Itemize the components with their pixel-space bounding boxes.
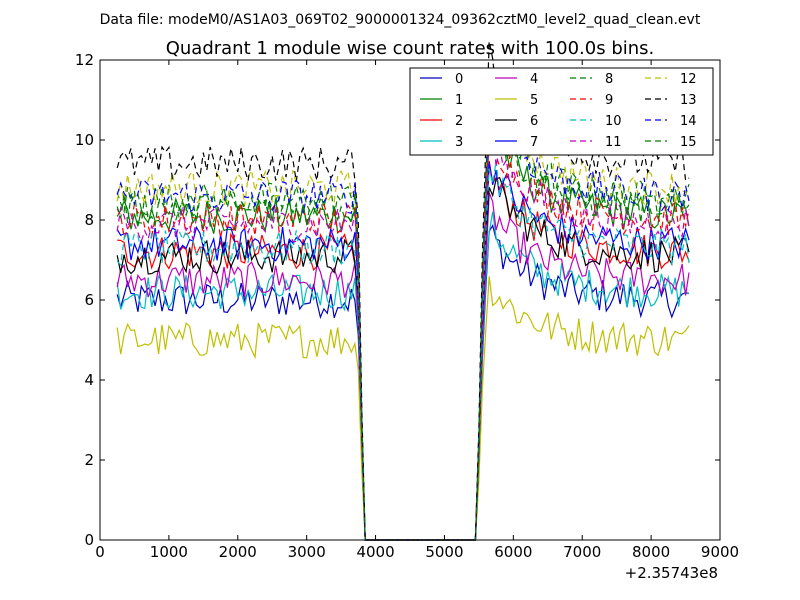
legend-label-6: 6 bbox=[530, 114, 538, 129]
legend-label-3: 3 bbox=[455, 135, 463, 150]
series-line-12 bbox=[116, 88, 690, 541]
x-tick-label: 3000 bbox=[288, 543, 326, 561]
legend-label-5: 5 bbox=[530, 93, 538, 108]
y-tick-label: 2 bbox=[84, 451, 94, 469]
x-tick-label: 2000 bbox=[219, 543, 257, 561]
legend-label-8: 8 bbox=[605, 72, 613, 87]
y-tick-label: 12 bbox=[75, 51, 94, 69]
legend-label-4: 4 bbox=[530, 72, 538, 87]
legend-label-14: 14 bbox=[680, 114, 697, 129]
suptitle: Data file: modeM0/AS1A03_069T02_90000013… bbox=[100, 12, 701, 28]
legend-label-11: 11 bbox=[605, 135, 622, 150]
y-tick-label: 4 bbox=[84, 371, 94, 389]
x-tick-label: 7000 bbox=[563, 543, 601, 561]
x-tick-label: 1000 bbox=[150, 543, 188, 561]
y-tick-label: 8 bbox=[84, 211, 94, 229]
legend-box bbox=[409, 67, 714, 156]
legend-label-7: 7 bbox=[530, 135, 538, 150]
legend-label-9: 9 bbox=[605, 93, 613, 108]
legend-label-1: 1 bbox=[455, 93, 463, 108]
y-tick-label: 10 bbox=[75, 131, 94, 149]
legend-label-12: 12 bbox=[680, 72, 697, 87]
x-tick-label: 9000 bbox=[701, 543, 739, 561]
x-tick-label: 0 bbox=[95, 543, 105, 561]
x-tick-label: 4000 bbox=[356, 543, 394, 561]
y-tick-label: 0 bbox=[84, 531, 94, 549]
y-tick-label: 6 bbox=[84, 291, 94, 309]
x-tick-label: 6000 bbox=[494, 543, 532, 561]
x-tick-label: 5000 bbox=[425, 543, 463, 561]
legend-label-0: 0 bbox=[455, 72, 463, 87]
ticks-layer: 0 1000 2000 3000 4000 5000 6000 7000 8000 9000 0 2 4… bbox=[75, 51, 739, 561]
x-offset-label: +2.35743e8 bbox=[625, 564, 718, 582]
series-line-13 bbox=[116, 41, 690, 541]
legend-label-15: 15 bbox=[680, 135, 697, 150]
legend-label-13: 13 bbox=[680, 93, 697, 108]
legend-label-10: 10 bbox=[605, 114, 622, 129]
legend-label-2: 2 bbox=[455, 114, 463, 129]
x-tick-label: 8000 bbox=[632, 543, 670, 561]
chart-title: Quadrant 1 module wise count rates with … bbox=[166, 38, 655, 59]
